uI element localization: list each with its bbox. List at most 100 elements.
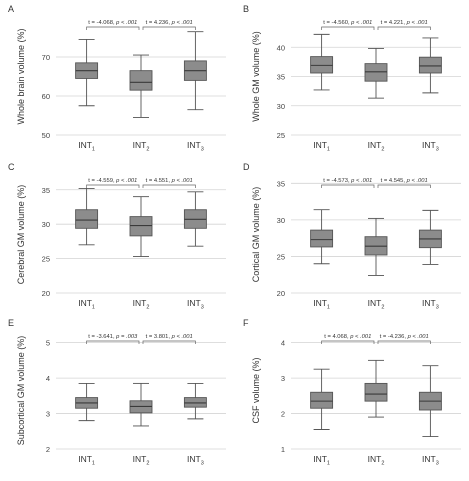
x-tick-label: INT1 <box>313 140 330 153</box>
x-tick-label: INT2 <box>133 140 150 153</box>
chart-panel: F 1 2 3 4 CSF volume (%) INT1 INT2 INT3 t = 4.068… <box>243 318 461 467</box>
x-tick-label: INT1 <box>78 298 95 311</box>
x-tick-label: INT3 <box>187 454 204 467</box>
y-tick-label: 30 <box>42 220 50 229</box>
significance-label: t = -3.641, p = .003 <box>88 334 138 340</box>
chart-panel: B 25 30 35 40 Whole GM volume (%) INT1 INT2 INT3… <box>243 4 461 153</box>
y-tick-label: 30 <box>277 102 285 111</box>
box-2 <box>364 47 388 99</box>
box-2 <box>129 382 153 427</box>
x-tick-label: INT3 <box>422 140 439 153</box>
y-tick-label: 40 <box>277 43 285 52</box>
significance-label: t = -4.236, p < .001 <box>380 334 429 340</box>
box-2 <box>129 54 153 118</box>
y-tick-label: 4 <box>46 374 50 383</box>
significance-bracket <box>321 340 375 344</box>
box-1 <box>75 39 99 107</box>
y-tick-label: 30 <box>277 216 285 225</box>
iqr-box <box>310 56 334 74</box>
significance-bracket <box>86 184 140 188</box>
x-tick-label: INT3 <box>422 454 439 467</box>
panel-letter: A <box>8 4 14 14</box>
y-tick-label: 3 <box>281 374 285 383</box>
x-tick-label: INT1 <box>313 454 330 467</box>
x-tick-label: INT3 <box>422 298 439 311</box>
box-3 <box>418 209 442 265</box>
significance-bracket <box>377 26 431 30</box>
iqr-box <box>310 391 334 409</box>
box-1 <box>310 368 334 430</box>
x-tick-label: INT2 <box>368 140 385 153</box>
significance-bracket <box>377 340 431 344</box>
significance-bracket <box>142 340 196 344</box>
significance-label: t = 3.801, p < .001 <box>146 334 193 340</box>
x-tick-label: INT2 <box>368 298 385 311</box>
box-1 <box>310 33 334 91</box>
significance-bracket <box>142 184 196 188</box>
y-axis-label: Whole GM volume (%) <box>251 31 261 122</box>
y-tick-label: 50 <box>42 131 50 140</box>
significance-label: t = -4.068, p < .001 <box>88 20 137 26</box>
significance-bracket <box>321 184 375 188</box>
x-tick-label: INT2 <box>133 298 150 311</box>
significance-bracket <box>86 26 140 30</box>
box-2 <box>129 196 153 257</box>
y-tick-label: 25 <box>42 255 50 264</box>
x-tick-label: INT1 <box>78 454 95 467</box>
box-2 <box>364 217 388 276</box>
iqr-box <box>418 56 442 74</box>
box-3 <box>183 31 207 111</box>
y-tick-label: 2 <box>281 410 285 419</box>
x-tick-label: INT2 <box>368 454 385 467</box>
y-axis-label: Cerebral GM volume (%) <box>16 185 26 285</box>
box-1 <box>75 187 99 246</box>
panel-letter: C <box>8 162 15 172</box>
box-3 <box>418 37 442 94</box>
y-axis-label: Whole brain volume (%) <box>16 28 26 124</box>
x-tick-label: INT2 <box>133 454 150 467</box>
box-1 <box>75 382 99 422</box>
y-tick-label: 70 <box>42 53 50 62</box>
chart-panel: A 50 60 70 Whole brain volume (%) INT1 INT2 INT… <box>8 4 226 153</box>
box-3 <box>183 382 207 420</box>
significance-label: t = 4.068, p < .001 <box>324 334 371 340</box>
y-tick-label: 35 <box>277 73 285 82</box>
chart-panel: C 20 25 30 35 Cerebral GM volume (%) INT1 INT2 I… <box>8 162 226 311</box>
significance-bracket <box>377 184 431 188</box>
y-tick-label: 5 <box>46 339 50 348</box>
y-tick-label: 25 <box>277 131 285 140</box>
box-3 <box>183 191 207 247</box>
chart-panel: E 2 3 4 5 Subcortical GM volume (%) INT1 INT2 IN… <box>8 318 226 467</box>
iqr-box <box>310 229 334 248</box>
y-tick-label: 3 <box>46 410 50 419</box>
y-axis-label: Subcortical GM volume (%) <box>16 336 26 446</box>
x-tick-label: INT1 <box>78 140 95 153</box>
y-tick-label: 20 <box>42 289 50 298</box>
y-axis-label: Cortical GM volume (%) <box>251 187 261 283</box>
y-axis-label: CSF volume (%) <box>251 357 261 423</box>
iqr-box <box>75 209 99 229</box>
y-tick-label: 60 <box>42 92 50 101</box>
significance-bracket <box>86 340 140 344</box>
iqr-box <box>129 216 153 237</box>
y-tick-label: 4 <box>281 339 285 348</box>
significance-bracket <box>321 26 375 30</box>
significance-label: t = 4.236, p < .001 <box>146 20 193 26</box>
significance-label: t = 4.551, p < .001 <box>146 178 193 184</box>
panel-letter: F <box>243 318 249 328</box>
y-tick-label: 35 <box>277 179 285 188</box>
significance-label: t = -4.560, p < .001 <box>323 20 372 26</box>
significance-bracket <box>142 26 196 30</box>
significance-label: t = 4.221, p < .001 <box>381 20 428 26</box>
y-tick-label: 1 <box>281 445 285 454</box>
x-tick-label: INT3 <box>187 140 204 153</box>
y-tick-label: 2 <box>46 445 50 454</box>
panel-letter: D <box>243 162 250 172</box>
iqr-box <box>364 382 388 402</box>
box-1 <box>310 209 334 265</box>
significance-label: t = 4.545, p < .001 <box>381 178 428 184</box>
y-tick-label: 20 <box>277 289 285 298</box>
y-tick-label: 35 <box>42 186 50 195</box>
panel-letter: E <box>8 318 14 328</box>
